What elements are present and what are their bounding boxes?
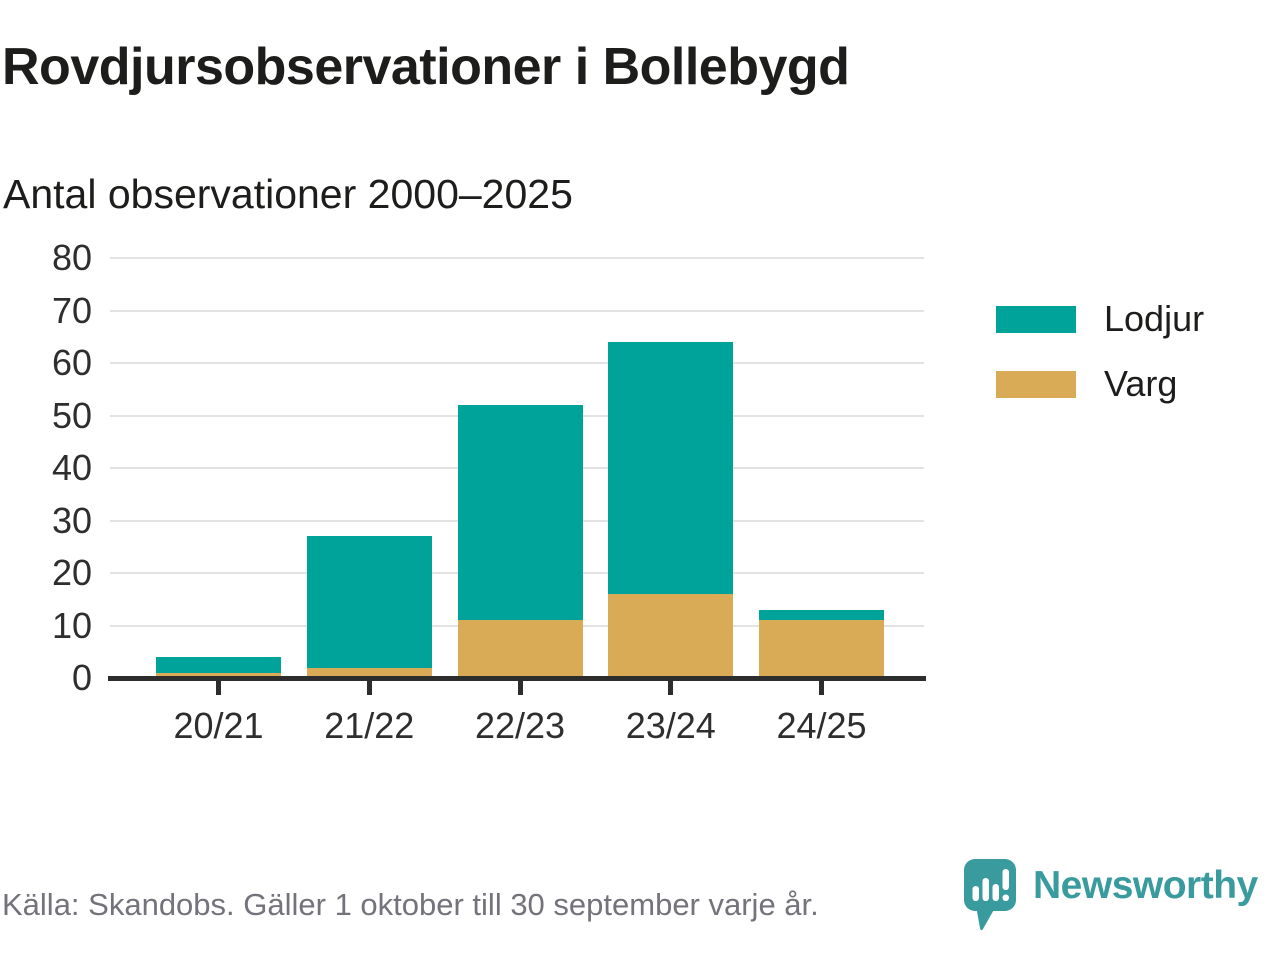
bar-segment-varg-20/21 (156, 672, 281, 678)
x-tick-22/23 (517, 680, 523, 695)
legend-item-lodjur: Lodjur (996, 301, 1204, 337)
y-axis-label-40: 40 (51, 447, 92, 488)
x-axis-label-20/21: 20/21 (173, 705, 264, 746)
legend-item-varg: Varg (996, 366, 1204, 402)
y-axis-label-30: 30 (51, 499, 92, 541)
bar-segment-lodjur-20/21 (156, 657, 281, 673)
bar-20/21 (156, 657, 281, 678)
source-note: Källa: Skandobs. Gäller 1 oktober till 3… (2, 887, 819, 922)
y-axis-label-20: 20 (51, 552, 92, 593)
bar-21/22 (306, 536, 432, 678)
y-axis-label-10: 10 (51, 604, 92, 646)
x-tick-21/22 (366, 680, 372, 695)
chart-title: Rovdjursobservationer i Bollebygd (2, 38, 850, 96)
y-axis-label-60: 60 (51, 342, 92, 383)
legend-label-varg: Varg (1104, 363, 1178, 404)
gridline-80 (110, 257, 924, 259)
x-tick-24/25 (819, 680, 824, 695)
legend: Lodjur Varg (996, 301, 1204, 431)
x-axis-line (108, 676, 926, 681)
y-axis-label-0: 0 (71, 657, 92, 698)
newsworthy-logo: Newsworthy (963, 858, 1258, 932)
x-axis-label-24/25: 24/25 (776, 705, 867, 746)
legend-swatch-lodjur (996, 305, 1076, 333)
bar-23/24 (608, 342, 734, 678)
bar-segment-lodjur-21/22 (306, 536, 432, 668)
gridline-60 (110, 362, 924, 364)
bar-segment-varg-22/23 (457, 620, 583, 678)
bar-segment-lodjur-23/24 (608, 342, 734, 594)
y-axis-label-80: 80 (51, 237, 92, 278)
gridline-70 (110, 309, 924, 312)
x-axis-label-23/24: 23/24 (625, 705, 716, 746)
y-axis-label-50: 50 (51, 394, 92, 436)
legend-label-lodjur: Lodjur (1104, 298, 1205, 339)
bar-24/25 (759, 609, 884, 678)
x-axis-label-22/23: 22/23 (474, 705, 566, 746)
bar-segment-varg-23/24 (608, 594, 734, 678)
y-axis-label-70: 70 (51, 289, 92, 331)
x-axis-label-21/22: 21/22 (324, 705, 415, 746)
newsworthy-wordmark: Newsworthy (1033, 864, 1258, 907)
bar-segment-lodjur-22/23 (457, 405, 583, 621)
bar-segment-varg-21/22 (306, 667, 432, 678)
bar-segment-varg-24/25 (759, 620, 884, 678)
bar-22/23 (457, 405, 583, 678)
chart-subtitle: Antal observationer 2000–2025 (3, 171, 573, 217)
bar-segment-lodjur-24/25 (759, 609, 884, 621)
x-tick-20/21 (216, 680, 221, 695)
newsworthy-logo-icon (964, 859, 1016, 931)
legend-swatch-varg (996, 370, 1076, 398)
x-tick-23/24 (668, 680, 674, 695)
